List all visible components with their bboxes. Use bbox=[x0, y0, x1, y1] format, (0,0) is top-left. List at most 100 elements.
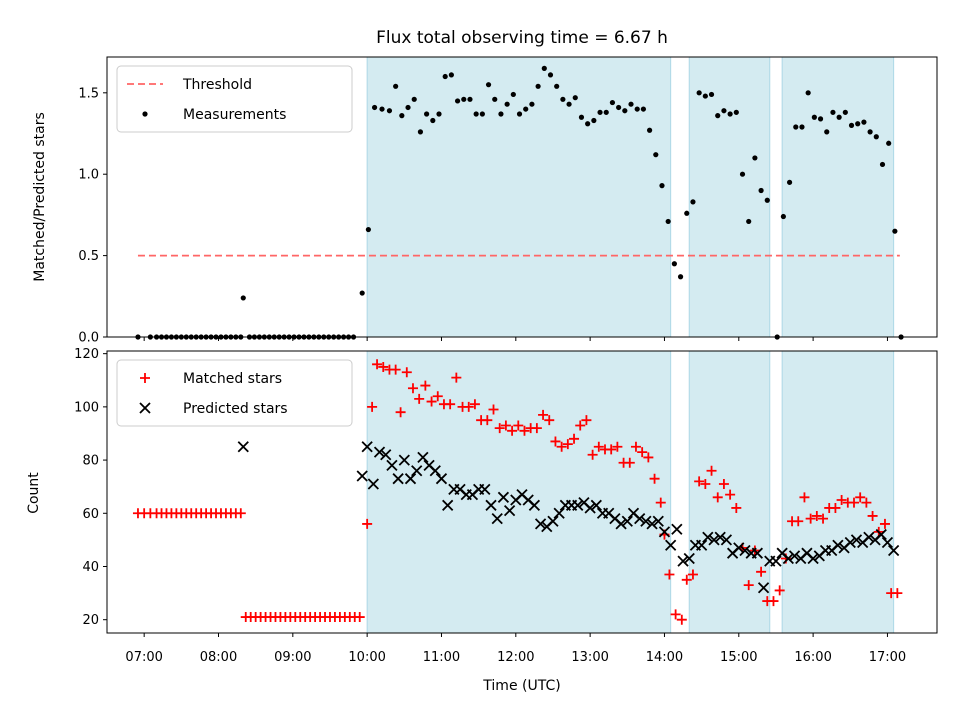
measurement-point bbox=[393, 83, 399, 89]
measurement-point bbox=[653, 152, 659, 158]
measurement-point bbox=[541, 65, 547, 71]
measurement-point bbox=[430, 117, 436, 124]
predicted-star-point bbox=[850, 534, 863, 546]
matched-star-point bbox=[407, 383, 418, 394]
matched-star-point bbox=[390, 364, 401, 375]
predicted-star-point bbox=[640, 515, 652, 527]
matched-star-point bbox=[855, 492, 866, 503]
top-axes-frame bbox=[106, 56, 938, 338]
measurement-point bbox=[861, 119, 867, 125]
matched-star-point bbox=[500, 420, 511, 431]
measurement-point bbox=[616, 104, 622, 111]
measurement-point bbox=[240, 295, 246, 301]
matched-star-point bbox=[687, 569, 698, 580]
matched-star-point bbox=[700, 479, 711, 490]
predicted-star-point bbox=[757, 582, 770, 594]
matched-star-point bbox=[612, 441, 623, 452]
predicted-star-point bbox=[584, 502, 596, 514]
bottom-y-tick-label: 80 bbox=[82, 454, 99, 469]
matched-star-point bbox=[606, 444, 617, 455]
measurement-point bbox=[591, 117, 597, 124]
top-y-tick-label: 1.5 bbox=[78, 86, 99, 101]
matched-star-point bbox=[725, 489, 736, 500]
top-legend: Threshold Measurements bbox=[116, 65, 353, 133]
matched-star-point bbox=[811, 510, 822, 521]
measurement-point bbox=[646, 127, 653, 133]
measurement-point bbox=[566, 101, 572, 107]
measurement-point bbox=[727, 111, 733, 117]
matched-star-point bbox=[768, 596, 779, 607]
measurement-point bbox=[671, 261, 677, 267]
matched-star-point bbox=[507, 425, 518, 436]
predicted-star-point bbox=[435, 473, 448, 485]
measurement-point bbox=[523, 106, 529, 112]
top-legend-box bbox=[116, 65, 353, 133]
matched-star-point bbox=[879, 518, 890, 529]
matched-star-point bbox=[643, 452, 654, 463]
predicted-star-point bbox=[807, 552, 819, 565]
measurement-point bbox=[764, 197, 770, 203]
matched-star-point bbox=[575, 420, 586, 431]
matched-star-point bbox=[581, 415, 592, 426]
measurement-point bbox=[867, 129, 873, 135]
matched-star-point bbox=[519, 425, 530, 436]
measurement-point bbox=[824, 129, 830, 135]
matched-star-point bbox=[892, 588, 903, 599]
matched-star-point bbox=[849, 497, 859, 508]
bottom-legend: Matched stars Predicted stars bbox=[116, 359, 353, 427]
predicted-star-point bbox=[479, 483, 491, 495]
matched-star-point bbox=[463, 401, 474, 412]
measurement-point bbox=[830, 109, 836, 115]
measurement-point bbox=[560, 96, 566, 102]
matched-star-point bbox=[550, 436, 561, 447]
matched-star-point bbox=[378, 361, 389, 372]
matched-star-point bbox=[836, 494, 847, 505]
measurement-point bbox=[708, 91, 715, 98]
matched-star-point bbox=[235, 508, 246, 519]
predicted-star-point bbox=[386, 459, 398, 472]
predicted-star-point bbox=[429, 465, 441, 477]
predicted-star-point bbox=[547, 515, 559, 527]
measurement-point bbox=[786, 179, 793, 185]
predicted-star-point bbox=[658, 526, 671, 538]
legend-measurements-swatch bbox=[142, 111, 148, 117]
x-tick-label: 14:00 bbox=[646, 650, 683, 665]
measurement-point bbox=[585, 121, 591, 127]
matched-star-point bbox=[414, 393, 425, 404]
legend-entry-label: Predicted stars bbox=[183, 401, 288, 417]
matched-star-point bbox=[354, 612, 365, 623]
matched-star-point bbox=[395, 407, 406, 418]
measurement-point bbox=[417, 129, 424, 135]
bottom-axes-frame bbox=[106, 350, 938, 634]
matched-star-point bbox=[774, 585, 785, 596]
matched-star-point bbox=[367, 401, 378, 412]
measurement-point bbox=[842, 109, 848, 115]
measurement-point bbox=[752, 155, 758, 161]
predicted-star-point bbox=[714, 531, 726, 543]
matched-star-point bbox=[420, 380, 431, 391]
matched-star-point bbox=[587, 449, 598, 460]
chart-title: Flux total observing time = 6.67 h bbox=[376, 28, 668, 48]
matched-star-point bbox=[593, 441, 604, 452]
x-tick-label: 12:00 bbox=[497, 650, 534, 665]
predicted-star-point bbox=[739, 544, 751, 557]
top-y-axis-label: Matched/Predicted stars bbox=[32, 112, 48, 282]
measurement-point bbox=[684, 210, 690, 216]
measurement-point bbox=[733, 109, 739, 115]
measurement-point bbox=[411, 96, 417, 102]
measurement-point bbox=[529, 101, 535, 107]
matched-star-point bbox=[513, 420, 524, 431]
measurement-point bbox=[690, 199, 696, 205]
measurement-point bbox=[535, 83, 541, 89]
predicted-star-point bbox=[485, 499, 497, 511]
predicted-star-point bbox=[553, 507, 565, 519]
predicted-star-point bbox=[733, 542, 745, 554]
measurement-point bbox=[371, 104, 378, 111]
x-tick-label: 07:00 bbox=[125, 650, 162, 665]
legend-predicted-swatch bbox=[139, 402, 151, 414]
x-tick-label: 15:00 bbox=[720, 650, 757, 665]
predicted-star-point bbox=[677, 555, 689, 567]
x-tick-label: 09:00 bbox=[274, 650, 311, 665]
matched-star-point bbox=[401, 367, 412, 378]
